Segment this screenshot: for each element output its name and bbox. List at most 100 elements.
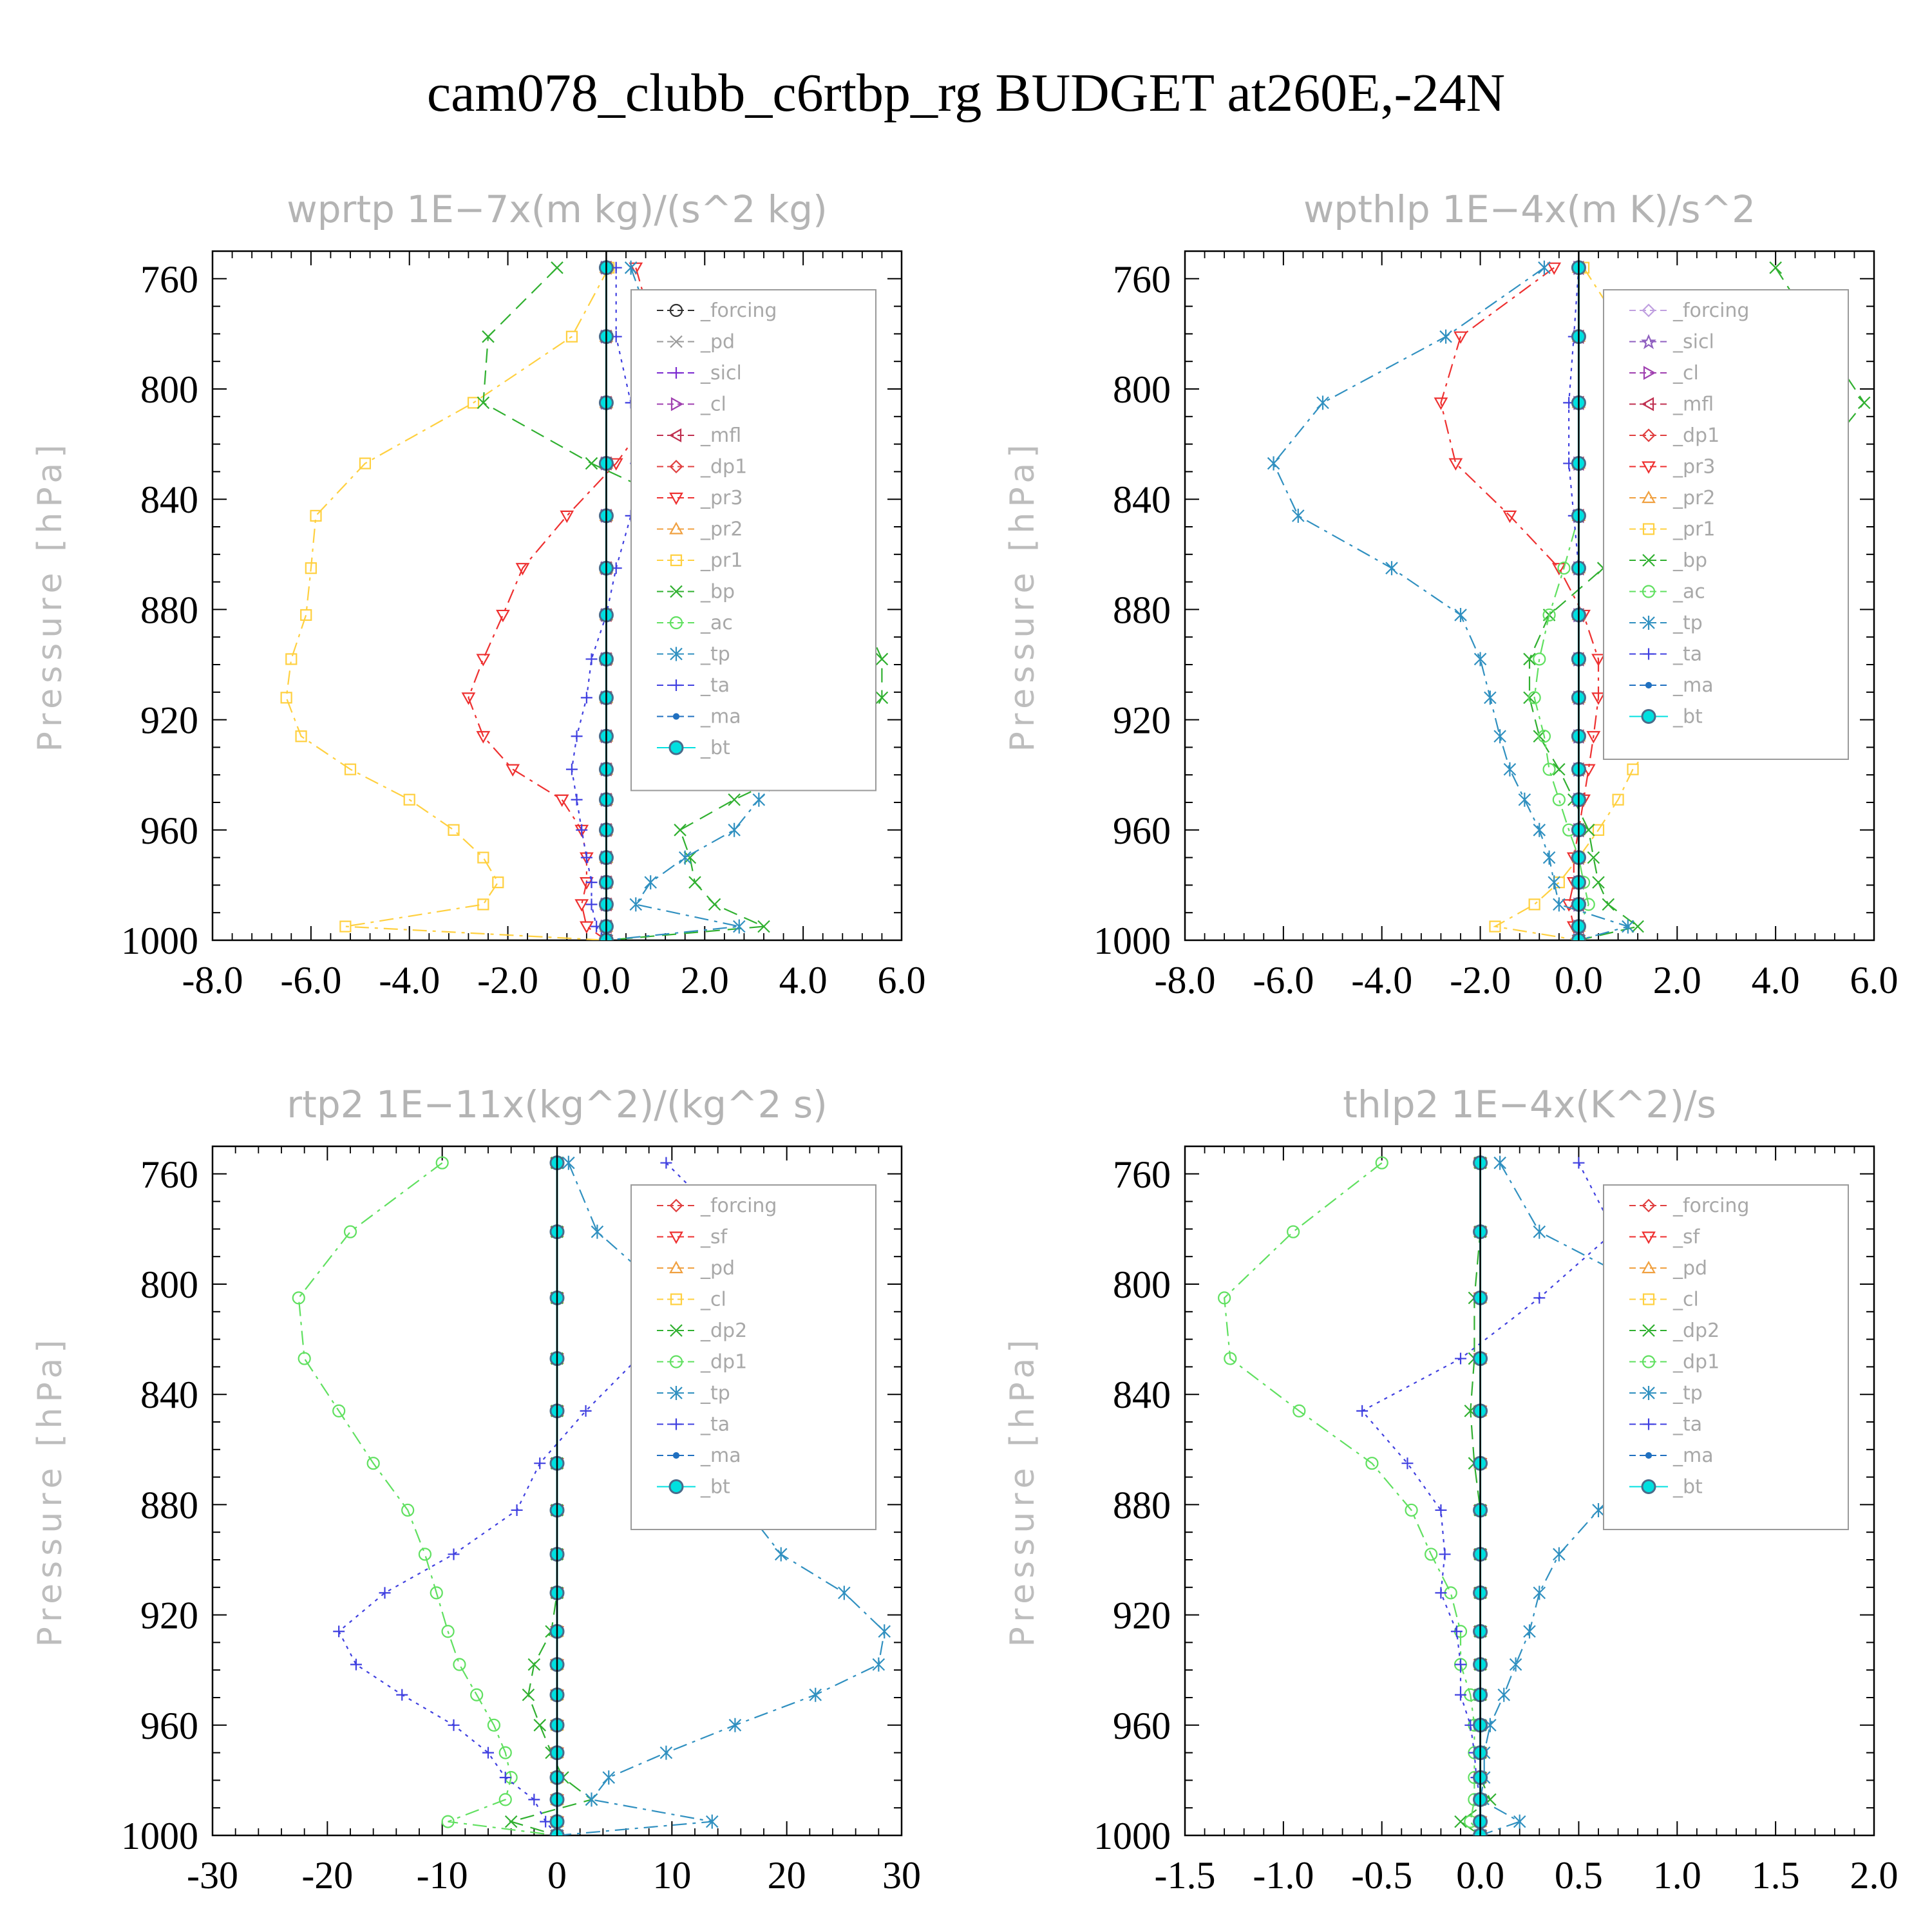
- data-point: [1592, 1502, 1605, 1517]
- data-point: [1557, 562, 1571, 575]
- data-point: [1612, 793, 1624, 806]
- legend: _forcing _pd _sicl _cl _mfl _dp1 _pr3 _pr2 _pr1 _…: [630, 289, 876, 791]
- data-point: [467, 397, 480, 409]
- y-axis-label: Pressure [hPa]: [1003, 1335, 1042, 1647]
- legend-label: _bt: [1672, 706, 1703, 728]
- y-axis-label: Pressure [hPa]: [31, 440, 70, 752]
- data-point: [644, 875, 657, 890]
- legend-label: _pd: [700, 1257, 735, 1280]
- legend-marker: [1642, 490, 1656, 504]
- data-point: [1455, 1689, 1466, 1701]
- data-point: [1592, 824, 1605, 836]
- legend-label: _ta: [700, 674, 730, 697]
- data-point: [705, 1814, 719, 1829]
- x-tick-label: -0.5: [1351, 1854, 1412, 1897]
- data-point: [441, 1625, 455, 1638]
- data-point: [1591, 654, 1605, 667]
- data-point: [366, 1457, 380, 1470]
- legend-marker: [1643, 1418, 1654, 1430]
- data-point: [875, 691, 889, 705]
- legend-marker: [670, 554, 683, 567]
- y-tick-label: 800: [140, 368, 198, 411]
- legend-label: _dp1: [1672, 424, 1719, 447]
- x-tick-label: 1.5: [1752, 1854, 1800, 1897]
- data-point: [1551, 563, 1566, 576]
- legend-label: _dp1: [700, 1351, 747, 1374]
- data-point: [560, 510, 574, 524]
- legend-label: _bt: [700, 1476, 730, 1499]
- data-point: [487, 1718, 501, 1732]
- data-point: [728, 793, 741, 806]
- data-point: [332, 1404, 346, 1417]
- data-point: [576, 824, 588, 836]
- data-point: [343, 1225, 357, 1238]
- data-point: [435, 1156, 449, 1170]
- legend-label: _sf: [700, 1226, 728, 1249]
- data-point: [875, 652, 889, 666]
- x-tick-label: 0: [547, 1854, 567, 1897]
- data-point: [872, 1657, 886, 1672]
- legend-marker: [669, 1198, 683, 1213]
- legend-label: _sf: [1672, 1226, 1701, 1249]
- data-point: [571, 730, 583, 743]
- x-tick-label: -4.0: [1351, 959, 1412, 1001]
- data-point: [305, 562, 317, 574]
- data-point: [1631, 920, 1644, 933]
- y-tick-label: 880: [1113, 589, 1171, 631]
- legend-label: _pr2: [700, 518, 743, 541]
- legend-marker: [669, 1355, 683, 1368]
- data-point: [401, 1503, 415, 1517]
- legend-label: _tp: [1672, 612, 1703, 634]
- x-tick-label: 4.0: [779, 959, 828, 1001]
- x-tick-label: 0.5: [1555, 1854, 1603, 1897]
- data-point: [728, 1718, 742, 1732]
- y-tick-label: 920: [1113, 1595, 1171, 1637]
- data-point: [477, 898, 489, 911]
- data-point: [418, 1548, 432, 1561]
- y-tick-label: 960: [1113, 1705, 1171, 1747]
- legend-marker: [1642, 1386, 1655, 1400]
- legend-label: _ma: [700, 1444, 741, 1467]
- x-tick-label: -1.0: [1253, 1854, 1314, 1897]
- x-tick-label: 0.0: [1555, 959, 1603, 1001]
- x-tick-label: 10: [652, 1854, 691, 1897]
- data-point: [482, 1747, 494, 1759]
- legend-label: _pr3: [1672, 456, 1715, 478]
- legend-marker: [1642, 303, 1656, 317]
- legend-label: _cl: [700, 393, 726, 416]
- data-point: [1489, 920, 1501, 933]
- y-tick-label: 800: [140, 1264, 198, 1306]
- legend-marker: [670, 585, 683, 598]
- legend-marker: [1642, 1324, 1655, 1337]
- data-point: [1356, 1405, 1368, 1417]
- data-point: [1439, 1548, 1451, 1560]
- data-point: [498, 1746, 512, 1759]
- legend-marker: [1643, 366, 1656, 380]
- data-point: [298, 1352, 311, 1365]
- legend-label: _pr2: [1672, 487, 1715, 509]
- y-tick-label: 840: [140, 1374, 198, 1416]
- data-point: [476, 731, 491, 744]
- data-point: [1454, 607, 1467, 622]
- legend-marker: [669, 616, 683, 630]
- data-point: [1553, 897, 1566, 912]
- legend-marker: [1642, 1355, 1656, 1368]
- data-point: [1455, 1658, 1466, 1671]
- data-point: [310, 509, 322, 522]
- legend-label: _dp1: [700, 456, 747, 478]
- data-point: [300, 609, 312, 621]
- panel-2: wpthlp 1E−4x(m K)/s^2 Pressure [hPa] 760 80…: [1003, 187, 1899, 1001]
- panel-title: rtp2 1E−11x(kg^2)/(kg^2 s): [287, 1083, 828, 1126]
- legend-label: _bt: [1672, 1476, 1703, 1499]
- legend-marker: [1641, 1479, 1656, 1494]
- data-point: [585, 1792, 598, 1807]
- data-point: [1591, 692, 1605, 705]
- plot-frame: [1184, 250, 1875, 942]
- y-tick-label: 800: [1113, 1264, 1171, 1306]
- y-tick-label: 960: [140, 1705, 198, 1747]
- legend-label: _ta: [1672, 1414, 1702, 1436]
- data-point: [1454, 331, 1468, 344]
- data-point: [1533, 1224, 1546, 1239]
- data-point: [565, 330, 578, 343]
- data-point: [551, 261, 564, 274]
